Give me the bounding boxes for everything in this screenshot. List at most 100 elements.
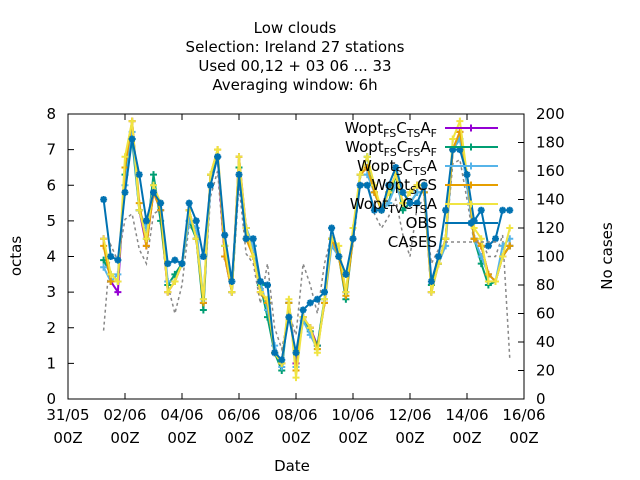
data-point — [306, 324, 314, 332]
x-tick-date: 06/06 — [217, 406, 260, 424]
data-point — [100, 263, 108, 271]
data-point — [392, 163, 400, 171]
legend-label: WoptFSCFSAF — [345, 138, 437, 159]
data-point — [477, 235, 485, 243]
data-point — [271, 349, 279, 357]
data-point — [363, 153, 371, 161]
data-point — [506, 206, 514, 214]
x-axis: 31/05 00Z 02/06 00Z 04/06 00Z 06/06 00Z 08/06 00Z… — [46, 114, 546, 447]
data-point — [492, 277, 499, 285]
data-point — [142, 242, 150, 250]
legend-label-part: TS — [412, 165, 427, 178]
data-point — [420, 181, 428, 189]
legend-label-part: Wopt — [345, 138, 384, 156]
data-point — [164, 288, 172, 296]
data-point — [427, 288, 435, 296]
data-point — [449, 135, 457, 143]
data-point — [128, 117, 136, 125]
legend-label-part: C — [403, 195, 413, 213]
data-point — [467, 162, 475, 170]
data-point — [107, 270, 115, 278]
data-point — [370, 206, 378, 214]
data-point — [467, 124, 475, 132]
data-point — [506, 242, 514, 250]
data-point — [164, 260, 172, 268]
y2-tick-label: 60 — [536, 305, 555, 323]
data-point — [278, 356, 286, 364]
data-point — [385, 199, 393, 207]
data-point — [292, 349, 300, 357]
data-point — [470, 217, 478, 225]
series-line — [102, 117, 511, 378]
legend-label-part: C — [417, 176, 427, 194]
y-axis-label: octas — [7, 236, 25, 276]
y2-tick-label: 0 — [536, 390, 546, 408]
y2-tick-label: 20 — [536, 362, 555, 380]
y-tick-label: 4 — [46, 248, 56, 266]
data-point — [492, 235, 499, 243]
data-point — [142, 235, 150, 243]
data-point — [335, 253, 343, 260]
data-point — [214, 153, 222, 161]
y2-axis-label: No cases — [598, 222, 616, 290]
data-point — [467, 143, 475, 151]
legend-label-part: Wopt — [345, 119, 384, 137]
data-point — [442, 235, 450, 243]
data-point — [235, 171, 243, 179]
x-tick-date: 04/06 — [160, 406, 203, 424]
legend-label: WoptFSCTSAF — [345, 119, 437, 140]
legend-label-part: TS — [412, 203, 427, 216]
data-point — [242, 235, 250, 243]
data-point — [484, 242, 492, 250]
data-point — [135, 206, 143, 214]
y2-tick-label: 40 — [536, 333, 555, 351]
legend-label-part: Wopt — [357, 157, 396, 175]
data-point — [370, 181, 378, 189]
title-line: Averaging window: 6h — [212, 76, 377, 94]
legend-label-part: F — [431, 127, 437, 140]
data-point — [435, 253, 442, 260]
title-line: Low clouds — [254, 19, 337, 37]
data-point — [192, 217, 200, 225]
legend-label-part: C — [397, 138, 407, 156]
x-tick-date: 08/06 — [274, 406, 317, 424]
data-point — [406, 199, 414, 207]
y2-tick-label: 180 — [536, 134, 565, 152]
data-point — [313, 349, 321, 357]
legend-label-part: CASES — [388, 233, 437, 251]
data-point — [413, 181, 421, 189]
data-point — [121, 153, 129, 161]
data-point — [142, 217, 150, 225]
data-point — [399, 206, 407, 214]
legend-label-part: F — [431, 146, 437, 159]
data-point — [385, 181, 393, 189]
data-point — [114, 277, 122, 285]
data-point — [100, 235, 108, 243]
x-tick-date: 14/06 — [445, 406, 488, 424]
data-point — [321, 288, 328, 296]
data-point — [249, 235, 257, 243]
title-line: Used 00,12 + 03 06 ... 33 — [198, 57, 391, 75]
data-point — [470, 235, 478, 243]
data-point — [499, 253, 507, 260]
legend: WoptFSCTSAFWoptFSCFSAFWoptSCTSAWoptSCSWo… — [345, 119, 498, 251]
title-line: Selection: Ireland 27 stations — [186, 38, 405, 56]
legend-label-part: FS — [407, 146, 420, 159]
y-axis: 0 1 2 3 4 5 6 7 8 — [46, 105, 74, 408]
x-tick-time: 00Z — [281, 429, 310, 447]
y-tick-label: 8 — [46, 105, 56, 123]
y2-tick-label: 140 — [536, 191, 565, 209]
legend-label-part: A — [420, 138, 431, 156]
data-point — [171, 277, 179, 285]
x-tick-date: 12/06 — [388, 406, 431, 424]
data-point — [228, 277, 236, 285]
data-point — [107, 277, 115, 285]
data-point — [321, 295, 328, 303]
x-tick-time: 00Z — [53, 429, 82, 447]
series-group — [100, 117, 514, 382]
legend-label-part: FS — [383, 127, 396, 140]
y2-tick-label: 160 — [536, 162, 565, 180]
legend-label-part: C — [396, 119, 406, 137]
data-point — [413, 188, 421, 196]
series-obs — [100, 135, 514, 364]
